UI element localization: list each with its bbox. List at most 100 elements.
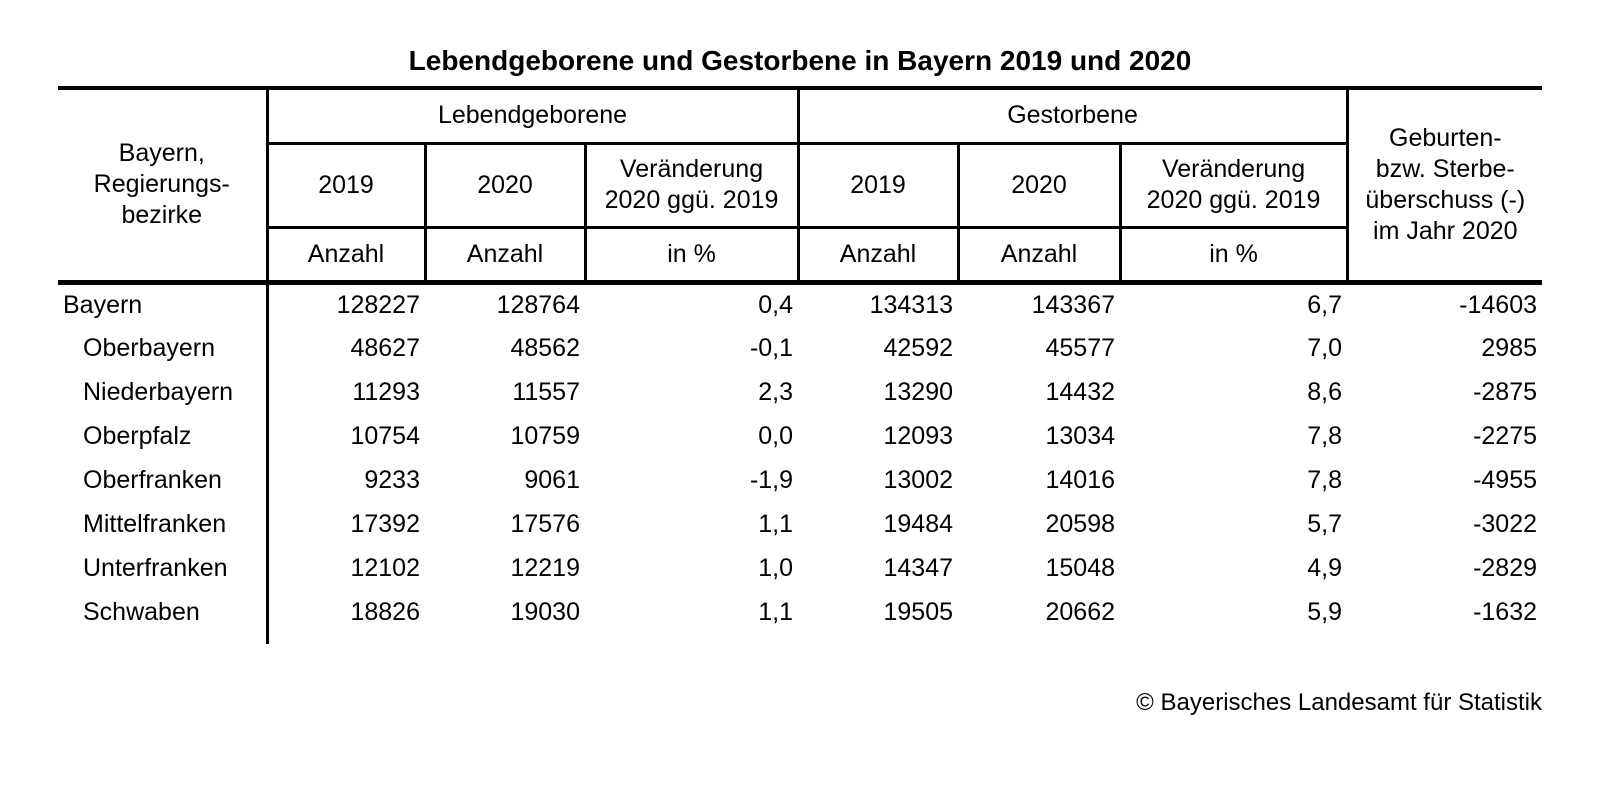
- value-cell: 0,4: [758, 290, 794, 319]
- table-row: Unterfranken 12102 12219 1,0 14347 15048 4,9 -2…: [58, 546, 1542, 590]
- change-header: Veränderung 2020 ggü. 2019: [585, 143, 800, 229]
- copyright-note: © Bayerisches Landesamt für Statistik: [1136, 689, 1542, 716]
- year-header: 2020: [425, 143, 587, 229]
- table-row: Niederbayern 11293 11557 2,3 13290 14432 8,6 -2…: [58, 370, 1542, 414]
- value-cell: 9061: [524, 465, 580, 494]
- region-cell: Oberbayern: [58, 326, 269, 370]
- value-cell: 14347: [883, 553, 954, 582]
- value-cell: 18826: [350, 597, 420, 626]
- region-cell: Unterfranken: [58, 546, 269, 590]
- value-cell: 5,9: [1307, 597, 1343, 626]
- table-row: Schwaben 18826 19030 1,1 19505 20662 5,9 -1632: [58, 590, 1542, 634]
- table-body: Bayern 128227 128764 0,4 134313 143367 6,7 -146…: [58, 282, 1542, 644]
- value-cell: 8,6: [1307, 377, 1343, 406]
- value-cell: 1,1: [758, 509, 794, 538]
- value-cell: 19505: [883, 597, 954, 626]
- value-cell: 1,1: [758, 597, 794, 626]
- value-cell: 13290: [883, 377, 954, 406]
- year-header: 2020: [958, 143, 1122, 229]
- unit-header: Anzahl: [425, 227, 587, 285]
- unit-header: Anzahl: [267, 227, 427, 285]
- spacer-region-cell: [58, 634, 269, 644]
- value-cell: 13034: [1045, 421, 1116, 450]
- table-row: Oberbayern 48627 48562 -0,1 42592 45577 7,0 298…: [58, 326, 1542, 370]
- year-header: 2019: [267, 143, 427, 229]
- value-cell: -2875: [1473, 377, 1538, 406]
- value-cell: 42592: [883, 333, 954, 362]
- value-cell: 7,8: [1307, 465, 1343, 494]
- value-cell: -2829: [1473, 553, 1538, 582]
- value-cell: 14016: [1045, 465, 1116, 494]
- region-cell: Oberfranken: [58, 458, 269, 502]
- unit-header: Anzahl: [798, 227, 960, 285]
- value-cell: 143367: [1031, 290, 1116, 319]
- balance-header: Geburten- bzw. Sterbe- überschuss (-) im…: [1347, 88, 1543, 285]
- value-cell: 17576: [510, 509, 580, 538]
- year-header: 2019: [798, 143, 960, 229]
- group-header-gestorbene: Gestorbene: [798, 88, 1349, 145]
- value-cell: 12093: [883, 421, 954, 450]
- value-cell: 7,0: [1307, 333, 1343, 362]
- table-spacer-row: [58, 634, 1542, 644]
- value-cell: 0,0: [758, 421, 794, 450]
- value-cell: 19030: [510, 597, 580, 626]
- value-cell: 7,8: [1307, 421, 1343, 450]
- value-cell: -2275: [1473, 421, 1538, 450]
- value-cell: -1632: [1473, 597, 1538, 626]
- value-cell: 19484: [883, 509, 954, 538]
- header-row-groups: Bayern, Regierungs- bezirke Lebendgebore…: [58, 88, 1543, 285]
- value-cell: -3022: [1473, 509, 1538, 538]
- value-cell: 20598: [1045, 509, 1116, 538]
- region-cell: Schwaben: [58, 590, 269, 634]
- value-cell: 45577: [1045, 333, 1116, 362]
- statistics-table: Bayern, Regierungs- bezirke Lebendgebore…: [58, 86, 1543, 644]
- value-cell: 128227: [336, 290, 420, 319]
- table-title: Lebendgeborene und Gestorbene in Bayern …: [408, 45, 1192, 76]
- table-header: Bayern, Regierungs- bezirke Lebendgebore…: [58, 88, 1543, 285]
- spacer-cell: [267, 634, 1542, 644]
- table-row: Bayern 128227 128764 0,4 134313 143367 6,7 -146…: [58, 282, 1542, 326]
- change-header: Veränderung 2020 ggü. 2019: [1120, 143, 1349, 229]
- value-cell: 17392: [350, 509, 420, 538]
- value-cell: 13002: [883, 465, 954, 494]
- unit-header: Anzahl: [958, 227, 1122, 285]
- value-cell: 11557: [512, 377, 580, 406]
- value-cell: 2985: [1481, 333, 1538, 362]
- value-cell: 1,0: [758, 553, 794, 582]
- value-cell: -4955: [1473, 465, 1538, 494]
- header-row-years: 2019 2020 Veränderung 2020 ggü. 2019 201…: [58, 143, 1542, 229]
- value-cell: 4,9: [1307, 553, 1343, 582]
- corner-header: Bayern, Regierungs- bezirke: [58, 88, 269, 285]
- value-cell: 128764: [496, 290, 580, 319]
- header-row-units: Anzahl Anzahl in % Anzahl Anzahl in %: [58, 227, 1542, 285]
- value-cell: 10754: [350, 421, 420, 450]
- value-cell: 14432: [1045, 377, 1116, 406]
- table-row: Oberpfalz 10754 10759 0,0 12093 13034 7,8 -2275: [58, 414, 1542, 458]
- value-cell: 11293: [352, 377, 420, 406]
- value-cell: 15048: [1045, 553, 1116, 582]
- table-row: Mittelfranken 17392 17576 1,1 19484 20598 5,7 -…: [58, 502, 1542, 546]
- value-cell: 48562: [510, 333, 580, 362]
- group-header-lebendgeborene: Lebendgeborene: [267, 88, 800, 145]
- value-cell: 5,7: [1307, 509, 1343, 538]
- value-cell: 2,3: [758, 377, 794, 406]
- value-cell: 134313: [869, 290, 954, 319]
- region-cell: Mittelfranken: [58, 502, 269, 546]
- region-cell: Bayern: [58, 282, 269, 326]
- unit-header: in %: [585, 227, 800, 285]
- region-cell: Niederbayern: [58, 370, 269, 414]
- value-cell: -0,1: [749, 333, 794, 362]
- value-cell: 12102: [350, 553, 420, 582]
- value-cell: 12219: [510, 553, 580, 582]
- table-row: Oberfranken 9233 9061 -1,9 13002 14016 7,8 -495…: [58, 458, 1542, 502]
- value-cell: 20662: [1045, 597, 1116, 626]
- unit-header: in %: [1120, 227, 1349, 285]
- value-cell: 48627: [350, 333, 420, 362]
- value-cell: 9233: [364, 465, 420, 494]
- value-cell: 10759: [510, 421, 580, 450]
- region-cell: Oberpfalz: [58, 414, 269, 458]
- value-cell: 6,7: [1307, 290, 1343, 319]
- value-cell: -1,9: [749, 465, 794, 494]
- value-cell: -14603: [1459, 290, 1538, 319]
